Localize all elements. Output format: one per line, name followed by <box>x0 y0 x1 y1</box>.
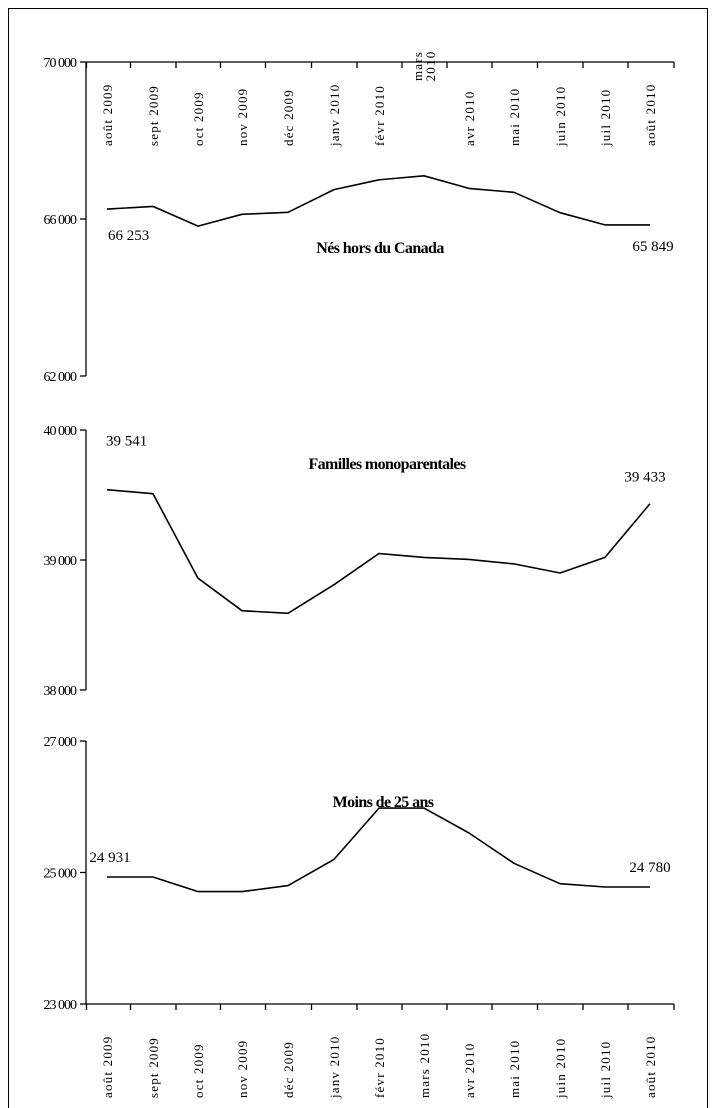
y-tick-label: 62 000 <box>44 370 78 385</box>
x-tick-label: févr 2010 <box>372 1037 387 1098</box>
x-tick-label: juin 2010 <box>553 1038 568 1099</box>
x-tick-label-text: mars 2010 <box>417 1033 432 1098</box>
series-line <box>106 488 651 615</box>
x-tick-label-text: juil 2010 <box>598 89 613 147</box>
chart-frame <box>8 8 708 1108</box>
x-tick-label-text: mai 2010 <box>507 1040 522 1098</box>
series-line <box>106 175 650 227</box>
x-tick-label: mai 2010 <box>507 1040 522 1098</box>
x-tick-label: juil 2010 <box>598 1041 613 1099</box>
x-tick-label-text: oct 2009 <box>191 91 206 146</box>
x-tick-label-text: juin 2010 <box>553 86 568 147</box>
panel-2: 40 000 39 000 38 000 Familles monoparentale… <box>44 424 666 699</box>
x-tick-label: août 2009 <box>100 1036 115 1098</box>
y-tick-label: 25 000 <box>44 867 78 882</box>
panel-3: 27 000 25 000 23 000 août 2009 sept 2009 oct … <box>44 735 675 1099</box>
x-tick-label: sept 2009 <box>146 1037 161 1098</box>
x-tick-label: avr 2010 <box>462 91 477 146</box>
x-tick-label-text: août 2010 <box>643 84 658 146</box>
x-tick-label: août 2010 <box>643 1036 658 1098</box>
x-tick-label: déc 2009 <box>281 1041 296 1098</box>
x-tick-label: mai 2010 <box>507 88 522 146</box>
x-tick-label: nov 2009 <box>235 1040 250 1098</box>
x-tick-label: févr 2010 <box>372 85 387 146</box>
y-tick-label: 23 000 <box>44 998 78 1013</box>
x-tick-label-text: juin 2010 <box>553 1038 568 1099</box>
y-tick-label: 70 000 <box>44 56 78 71</box>
y-tick-label: 40 000 <box>44 424 78 439</box>
y-tick-label: 39 000 <box>44 554 78 569</box>
x-tick-label-line: mars <box>410 51 425 81</box>
x-tick-label: déc 2009 <box>281 89 296 146</box>
x-tick-label-text: août 2009 <box>100 84 115 146</box>
x-tick-label: août 2010 <box>643 84 658 146</box>
data-label: 24 780 <box>629 860 670 876</box>
x-tick-label-text: août 2009 <box>100 1036 115 1098</box>
x-tick-label-text: avr 2010 <box>462 1043 477 1098</box>
x-tick-label-text: juil 2010 <box>598 1041 613 1099</box>
data-label: 66 253 <box>108 228 149 244</box>
x-tick-label: juil 2010 <box>598 89 613 147</box>
panel-1: 70 000 66 000 62 000 août 2009 sept 2009 oct … <box>44 51 675 385</box>
y-tick-label: 27 000 <box>44 735 78 750</box>
x-tick-label-text: sept 2009 <box>146 1037 161 1098</box>
data-label: 39 541 <box>106 434 147 450</box>
series-line <box>107 807 650 893</box>
panel-title: Moins de 25 ans <box>333 794 434 811</box>
x-tick-label-text: janv 2010 <box>327 84 342 147</box>
x-tick-label-text: août 2010 <box>643 1036 658 1098</box>
x-tick-label-text: déc 2009 <box>281 89 296 146</box>
x-tick-label: août 2009 <box>100 84 115 146</box>
x-tick-label: oct 2009 <box>191 1043 206 1098</box>
x-tick-label-text: févr 2010 <box>372 1037 387 1098</box>
x-tick-label: juin 2010 <box>553 86 568 147</box>
x-tick-label: nov 2009 <box>235 88 250 146</box>
x-tick-label: janv 2010 <box>327 1036 342 1099</box>
x-tick-label-line: 2010 <box>423 51 438 82</box>
x-tick-label-text: mai 2010 <box>507 88 522 146</box>
x-tick-label-text: oct 2009 <box>191 1043 206 1098</box>
x-tick-label-text: sept 2009 <box>146 85 161 146</box>
panel-title: Nés hors du Canada <box>316 240 444 257</box>
x-tick-label: sept 2009 <box>146 85 161 146</box>
x-tick-label-text: nov 2009 <box>235 88 250 146</box>
data-label: 24 931 <box>89 850 130 866</box>
x-tick-label: avr 2010 <box>462 1043 477 1098</box>
x-tick-label: mars 2010 <box>417 1033 432 1098</box>
x-tick-label-text: janv 2010 <box>327 1036 342 1099</box>
data-label: 39 433 <box>624 470 665 486</box>
y-tick-label: 38 000 <box>44 684 78 699</box>
y-tick-label: 66 000 <box>44 213 78 228</box>
x-tick-label: oct 2009 <box>191 91 206 146</box>
panel-title: Familles monoparentales <box>308 456 465 473</box>
data-label: 65 849 <box>632 239 673 255</box>
x-tick-label-text: nov 2009 <box>235 1040 250 1098</box>
x-tick-label-text: févr 2010 <box>372 85 387 146</box>
x-tick-label: janv 2010 <box>327 84 342 147</box>
x-tick-label-text: avr 2010 <box>462 91 477 146</box>
x-tick-label-text: déc 2009 <box>281 1041 296 1098</box>
